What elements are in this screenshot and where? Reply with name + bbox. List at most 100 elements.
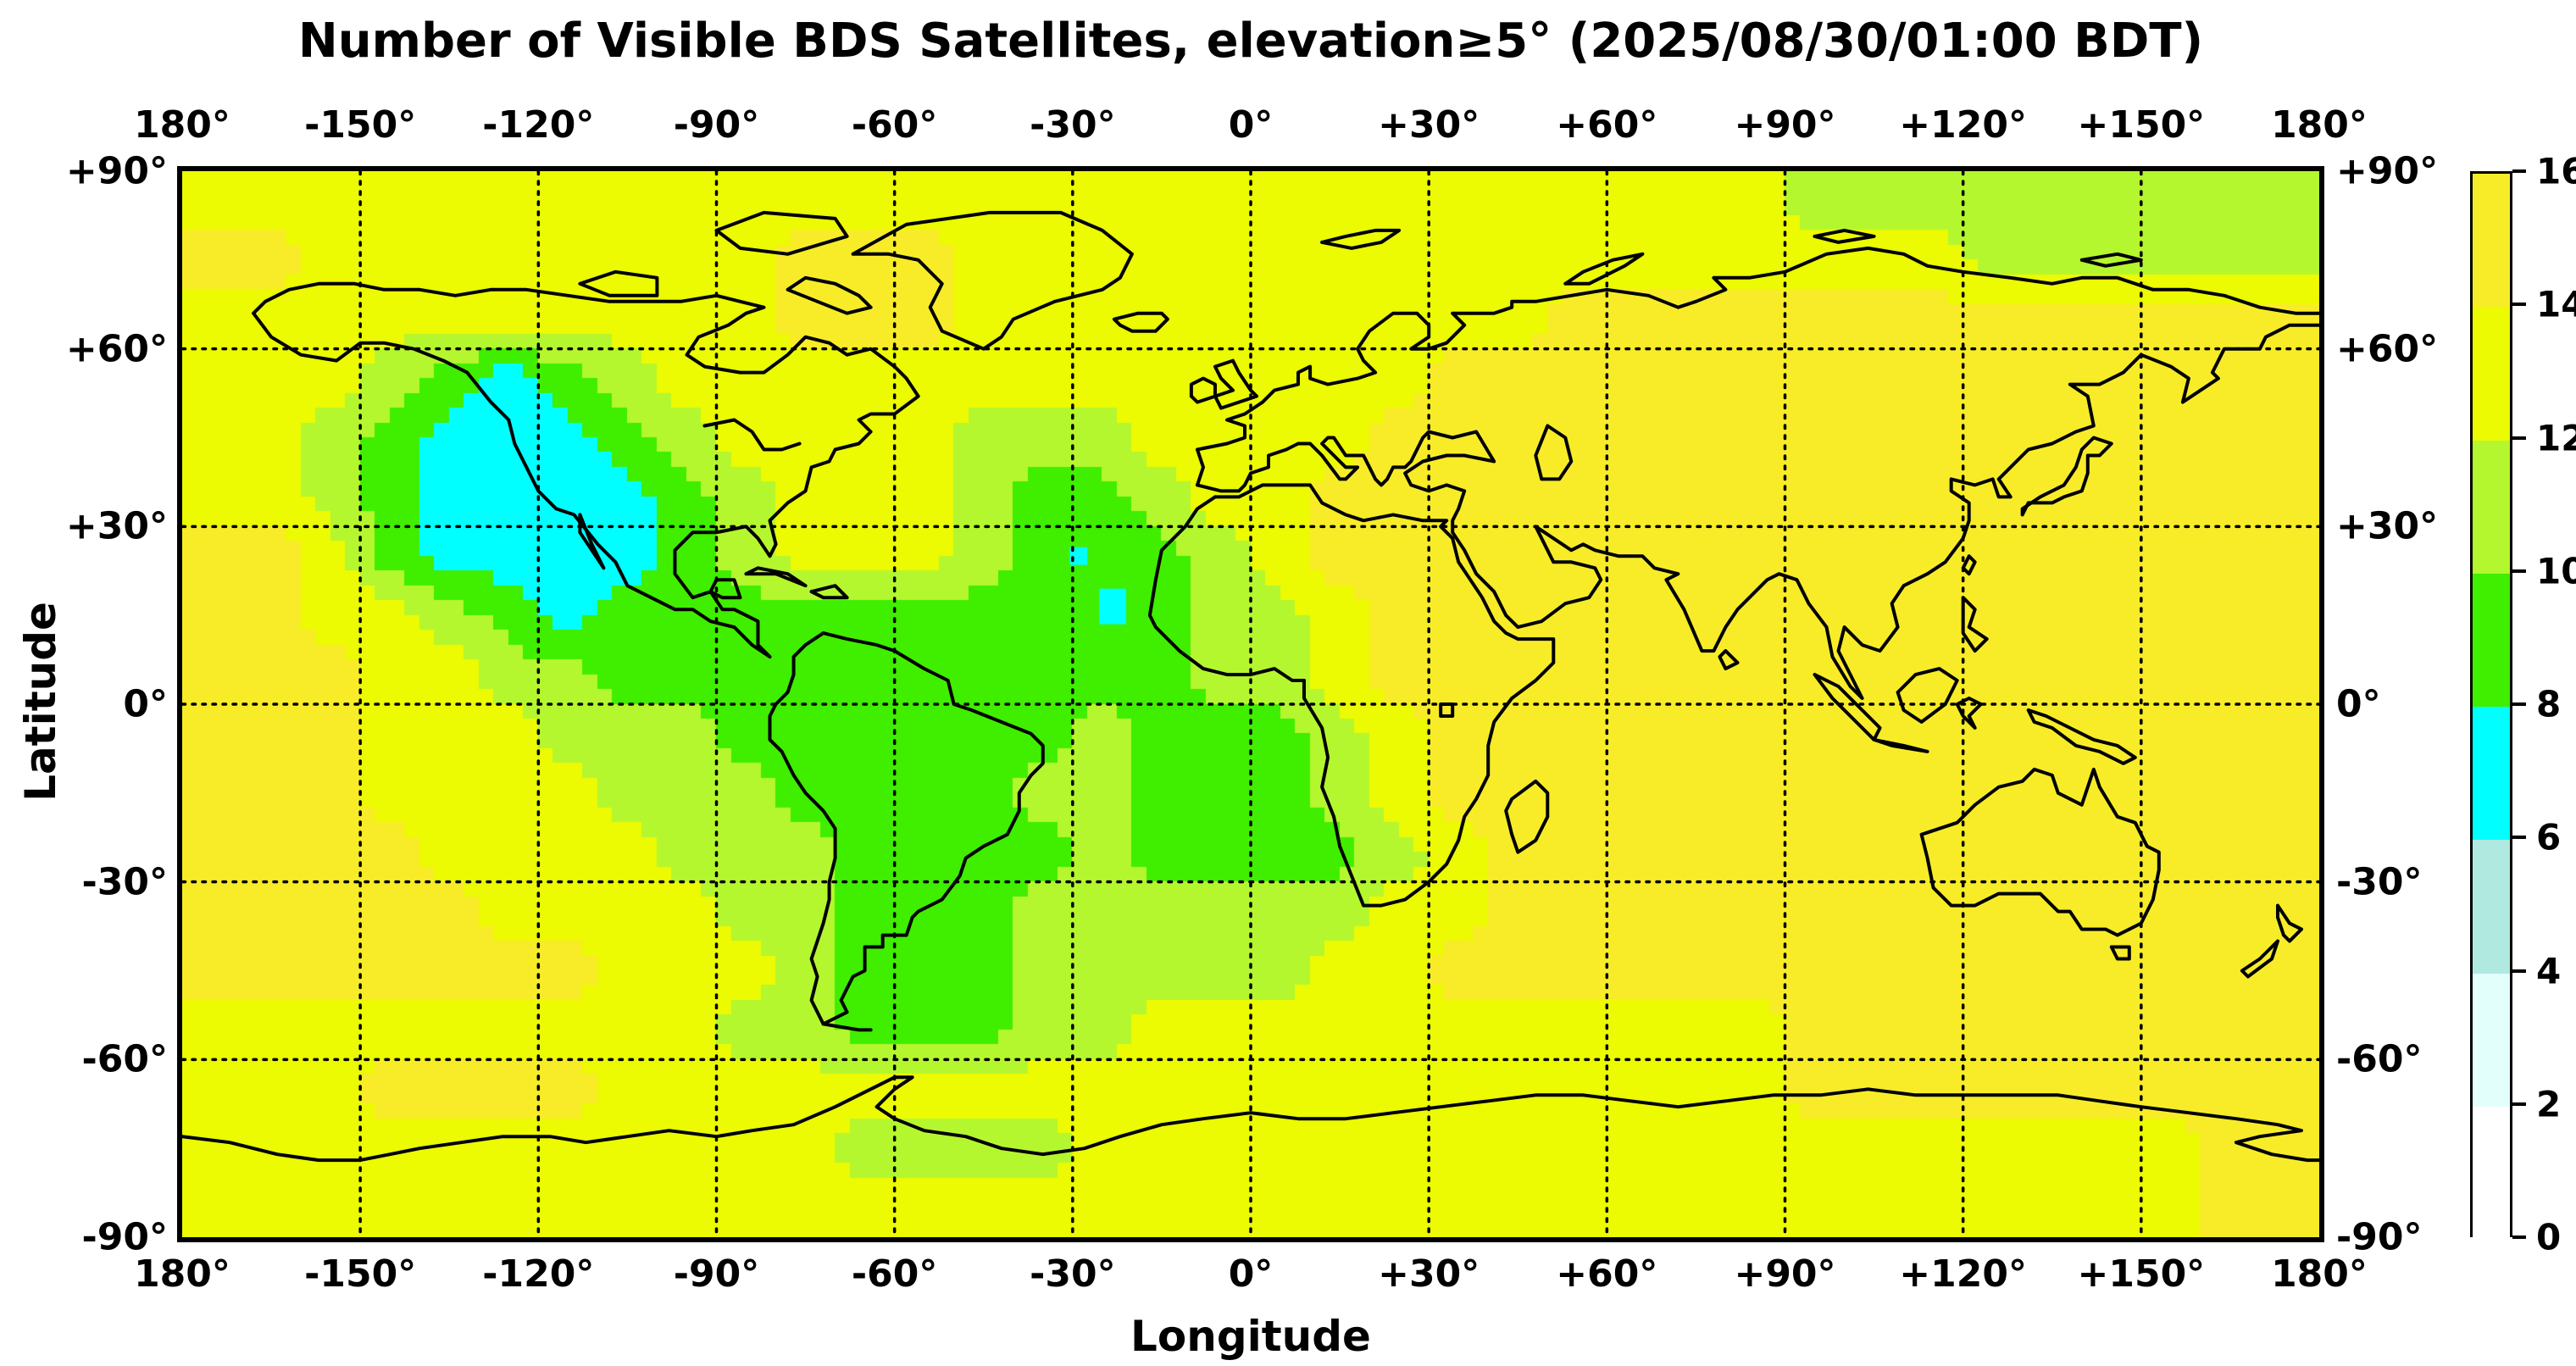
colorbar-tick-mark xyxy=(2512,836,2526,840)
y-axis-label: Latitude xyxy=(16,602,65,802)
colorbar-tick-label: 2 xyxy=(2536,1083,2562,1125)
y-tick-label-left: +30° xyxy=(65,504,168,548)
y-tick-label-left: +90° xyxy=(65,149,168,193)
coastline xyxy=(1813,228,1876,244)
y-tick-label-left: -30° xyxy=(81,860,169,904)
colorbar-segment xyxy=(2473,573,2510,708)
coastline xyxy=(1213,358,1258,410)
colorbar-segment xyxy=(2473,840,2510,975)
coastline xyxy=(2109,945,2131,961)
colorbar-tick-mark xyxy=(2512,702,2526,706)
coastline xyxy=(768,631,1045,1026)
x-tick-label-bottom: +30° xyxy=(1378,1252,1480,1296)
coastline xyxy=(851,210,1134,351)
plot-frame xyxy=(177,166,2324,1242)
colorbar-tick-mark xyxy=(2512,1236,2526,1239)
y-tick-label-left: -60° xyxy=(81,1037,169,1081)
coastline xyxy=(1112,311,1169,333)
colorbar-tick-label: 4 xyxy=(2536,950,2562,991)
x-tick-label-bottom: -120° xyxy=(482,1252,595,1296)
coastline xyxy=(1534,424,1574,481)
coastline xyxy=(702,418,802,452)
coastline xyxy=(1504,779,1550,854)
x-tick-label-bottom: -150° xyxy=(304,1252,417,1296)
coastline xyxy=(1718,649,1740,671)
coastline xyxy=(2240,939,2279,979)
coastline xyxy=(1563,252,1645,286)
colorbar-segment xyxy=(2473,174,2510,308)
x-tick-label-top: +60° xyxy=(1556,103,1658,147)
colorbar-tick-label: 8 xyxy=(2536,683,2562,725)
colorbar-segment xyxy=(2473,307,2510,441)
x-tick-label-bottom: 180° xyxy=(134,1252,230,1296)
coastline xyxy=(744,566,808,588)
coastline xyxy=(252,281,920,659)
page-title: Number of Visible BDS Satellites, elevat… xyxy=(297,14,2204,69)
coastline xyxy=(821,1022,873,1032)
y-tick-label-right: +60° xyxy=(2336,327,2439,371)
y-tick-label-right: -60° xyxy=(2336,1037,2423,1081)
y-tick-label-left: +60° xyxy=(65,327,168,371)
x-tick-label-top: -60° xyxy=(851,103,938,147)
y-tick-label-right: +90° xyxy=(2336,149,2439,193)
colorbar-tick-label: 10 xyxy=(2536,550,2576,592)
coastline-gridline-overlay xyxy=(182,171,2319,1237)
coastline xyxy=(1439,702,1455,718)
y-tick-label-left: -90° xyxy=(81,1215,169,1259)
y-tick-label-right: -30° xyxy=(2336,860,2423,904)
x-tick-label-top: +150° xyxy=(2077,103,2206,147)
colorbar-tick-mark xyxy=(2512,569,2526,573)
x-axis-label: Longitude xyxy=(1130,1312,1371,1361)
x-tick-label-top: 180° xyxy=(134,103,230,147)
x-tick-label-bottom: +120° xyxy=(1899,1252,2028,1296)
coastline xyxy=(578,269,659,297)
colorbar-segment xyxy=(2473,973,2510,1108)
coastline xyxy=(1189,376,1217,404)
y-tick-label-left: 0° xyxy=(123,682,168,726)
coastline xyxy=(578,513,606,570)
coastline xyxy=(2026,708,2137,765)
x-tick-label-top: +120° xyxy=(1899,103,2028,147)
coastline xyxy=(1955,697,1983,730)
x-tick-label-top: 0° xyxy=(1228,103,1274,147)
coastline xyxy=(1196,246,2319,487)
x-tick-label-bottom: -90° xyxy=(673,1252,760,1296)
x-tick-label-top: -120° xyxy=(482,103,595,147)
x-tick-label-bottom: +90° xyxy=(1734,1252,1836,1296)
colorbar-tick-label: 12 xyxy=(2536,417,2576,458)
coastline xyxy=(714,210,849,256)
x-tick-label-bottom: 180° xyxy=(2271,1252,2368,1296)
colorbar xyxy=(2470,171,2512,1241)
coastline xyxy=(1872,737,1929,753)
coastline xyxy=(2079,252,2143,268)
x-tick-label-bottom: -30° xyxy=(1030,1252,1116,1296)
coastline xyxy=(1147,483,1556,908)
coastline xyxy=(1961,554,1977,576)
coastline xyxy=(2020,436,2113,517)
coastline xyxy=(786,275,873,315)
x-tick-label-top: +30° xyxy=(1378,103,1480,147)
coastline xyxy=(1813,673,1882,741)
y-tick-label-right: +30° xyxy=(2336,504,2439,548)
x-tick-label-top: -150° xyxy=(304,103,417,147)
coastline xyxy=(1896,667,1959,724)
x-tick-label-top: +90° xyxy=(1734,103,1836,147)
colorbar-segment xyxy=(2473,1106,2510,1241)
y-tick-label-right: -90° xyxy=(2336,1215,2423,1259)
x-tick-label-bottom: +150° xyxy=(2077,1252,2206,1296)
x-tick-label-bottom: +60° xyxy=(1556,1252,1658,1296)
colorbar-tick-mark xyxy=(2512,1102,2526,1106)
coastline xyxy=(1961,596,1989,653)
colorbar-tick-label: 6 xyxy=(2536,816,2562,858)
colorbar-segment xyxy=(2473,440,2510,575)
coastline xyxy=(2276,903,2303,943)
x-tick-label-bottom: -60° xyxy=(851,1252,938,1296)
coastline xyxy=(809,584,849,600)
y-tick-label-right: 0° xyxy=(2336,682,2381,726)
colorbar-tick-mark xyxy=(2512,436,2526,440)
colorbar-tick-label: 16 xyxy=(2536,150,2576,192)
coastline xyxy=(1919,767,2161,937)
coastline xyxy=(182,1075,2319,1163)
colorbar-tick-mark xyxy=(2512,169,2526,173)
